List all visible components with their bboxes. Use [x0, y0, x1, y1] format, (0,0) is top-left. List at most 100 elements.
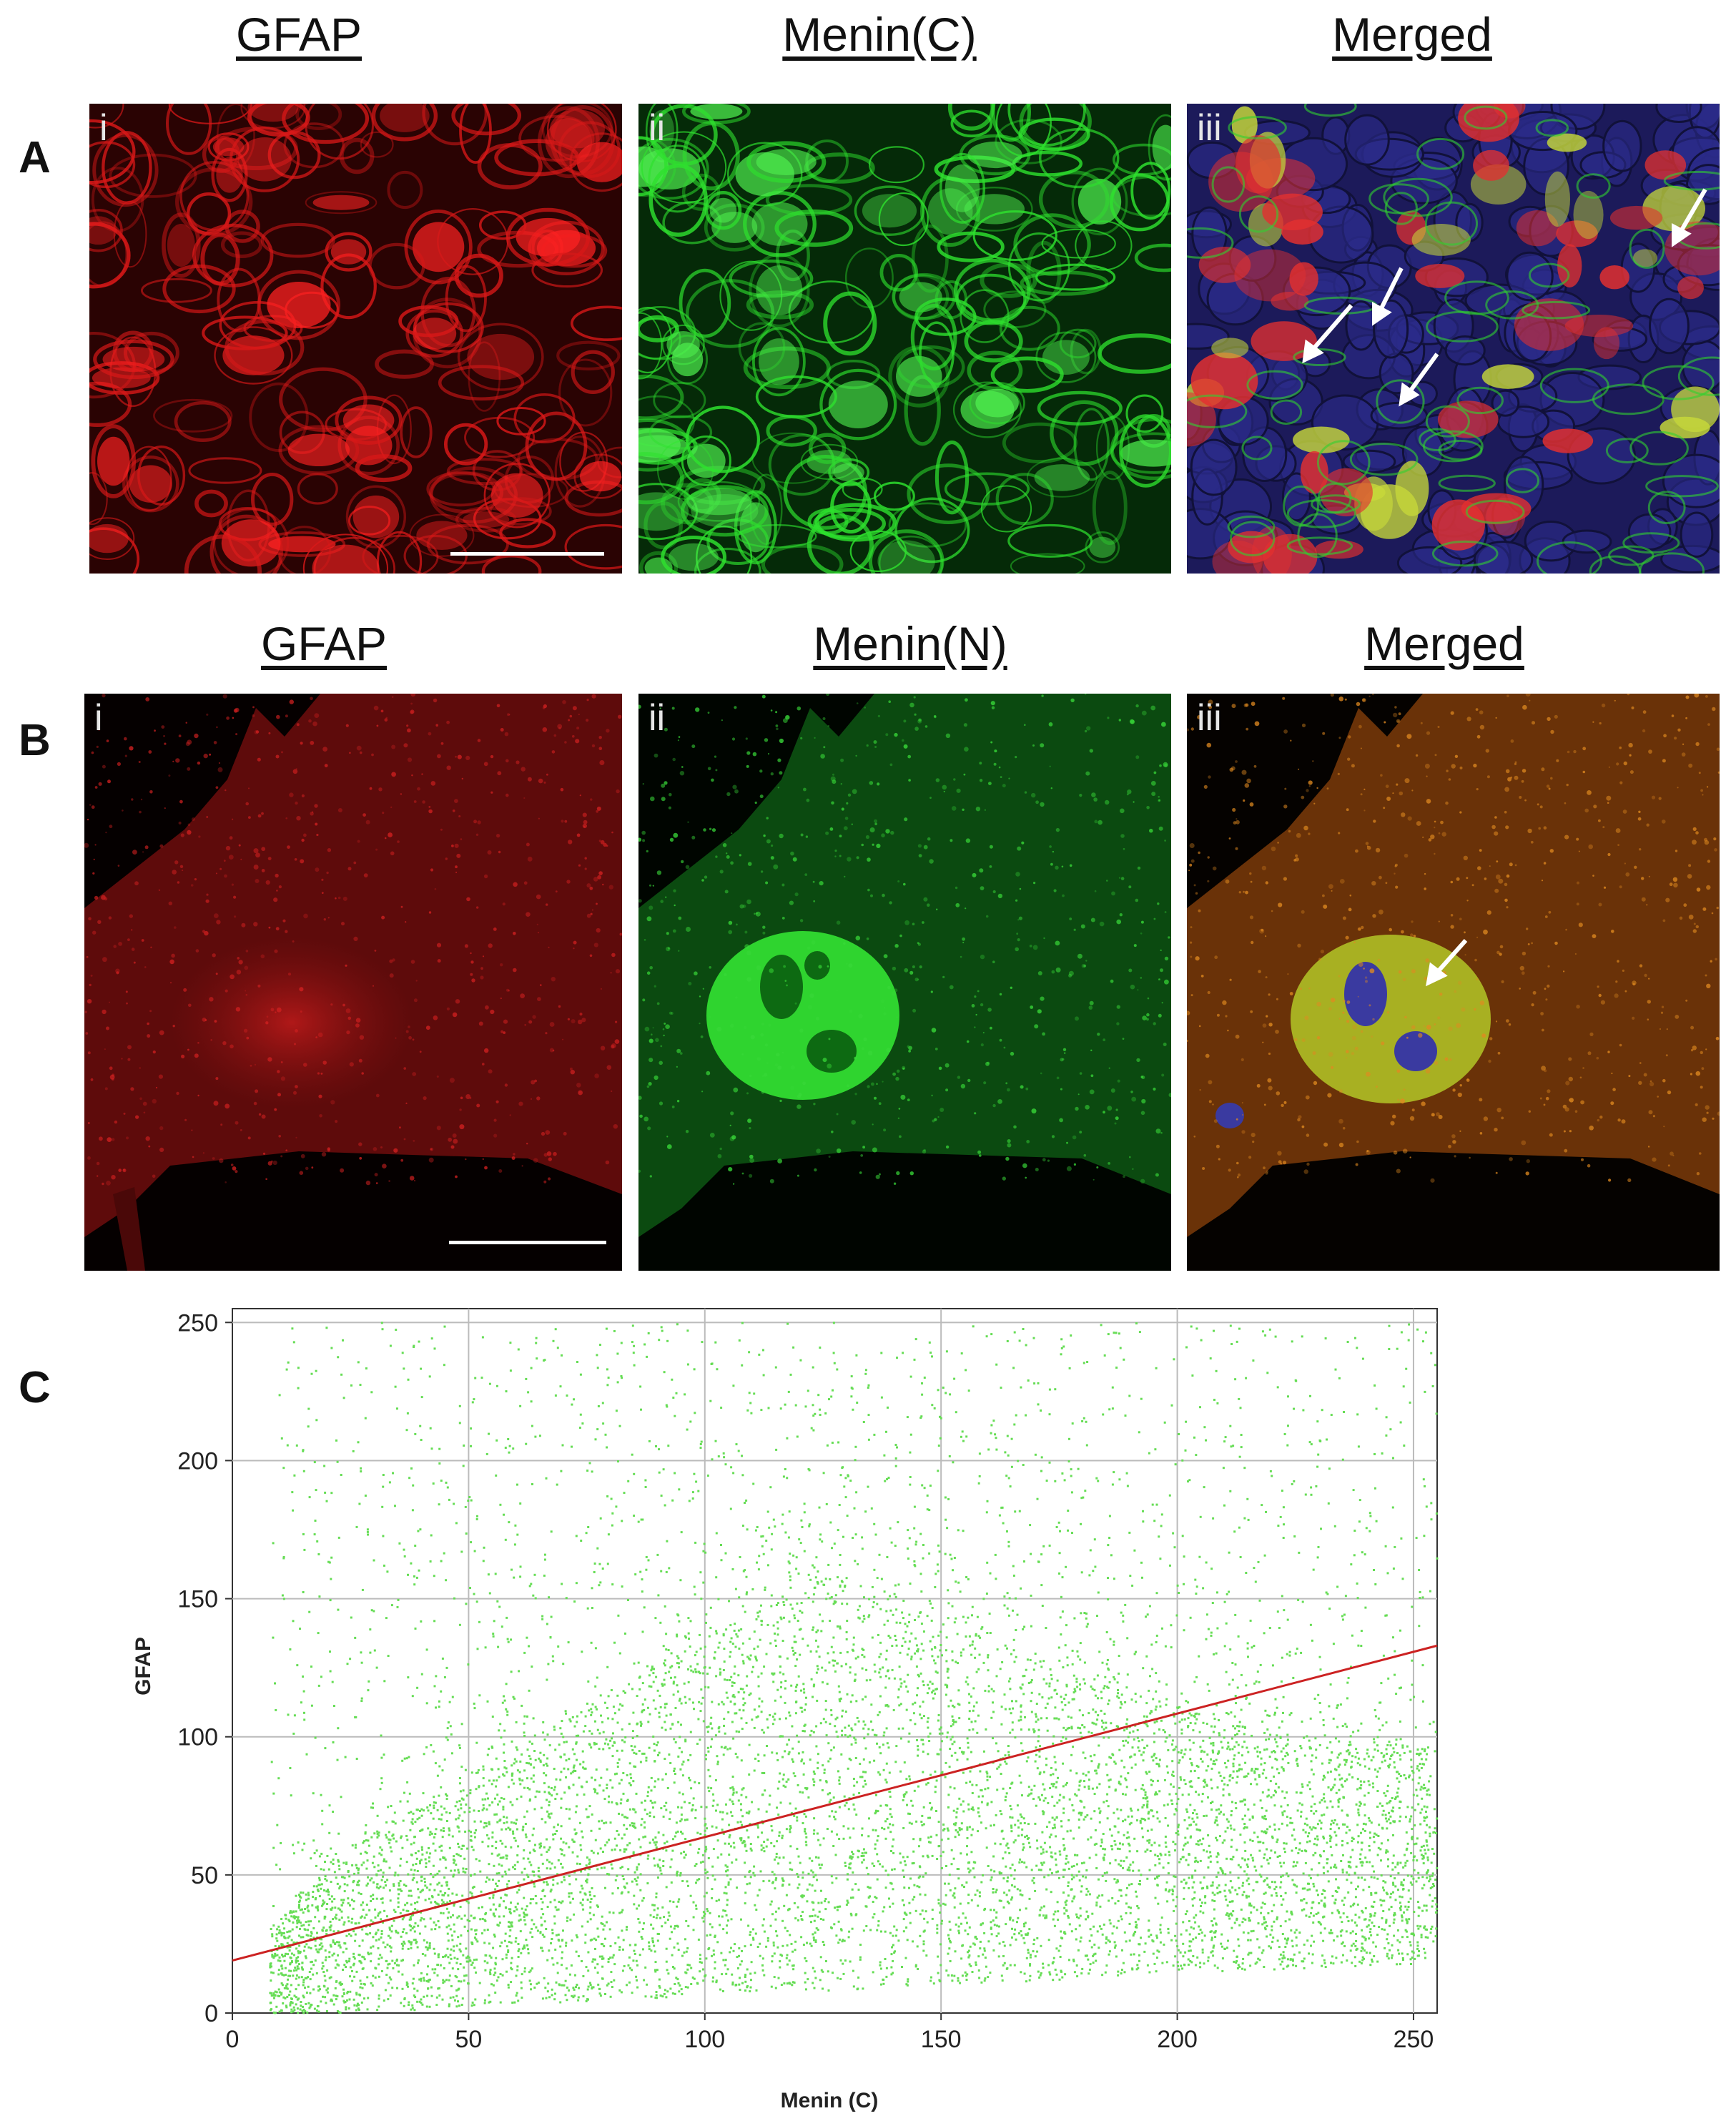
scatter-point [890, 1541, 893, 1544]
scatter-point [832, 1389, 834, 1392]
scatter-point [1160, 1719, 1163, 1722]
scatter-point [842, 1709, 844, 1712]
scatter-point [1207, 1796, 1209, 1798]
scatter-point [989, 1572, 992, 1575]
scatter-point [508, 1451, 511, 1454]
scatter-point [386, 1943, 389, 1946]
scatter-point [1257, 1841, 1260, 1844]
scatter-point [425, 1886, 428, 1889]
scatter-point [1354, 1337, 1356, 1339]
scatter-point [1055, 1786, 1057, 1788]
scatter-point [334, 1916, 337, 1919]
scatter-point [1361, 1946, 1363, 1949]
scatter-point [1356, 1824, 1359, 1826]
scatter-point [300, 2004, 302, 2007]
scatter-point [1029, 1658, 1032, 1661]
arrow-annotations-a [1302, 188, 1707, 407]
scatter-point [393, 1837, 395, 1840]
scatter-point [681, 1774, 684, 1777]
scatter-point [842, 1972, 845, 1975]
scatter-point [275, 1933, 278, 1936]
scatter-point [702, 1550, 705, 1552]
scatter-point [1009, 1916, 1012, 1919]
scatter-point [832, 1972, 834, 1974]
scatter-point [291, 2002, 294, 2004]
scatter-point [1420, 1758, 1423, 1761]
scatter-point [277, 1925, 280, 1928]
scatter-point [774, 1858, 776, 1861]
scatter-point [1381, 1452, 1384, 1455]
scatter-point [543, 1977, 546, 1979]
scatter-point [1251, 1839, 1254, 1842]
scatter-point [453, 1923, 455, 1926]
scatter-point [495, 1872, 498, 1875]
scatter-point [410, 1821, 413, 1824]
scatter-point [607, 1960, 610, 1963]
scatter-point [794, 1807, 797, 1810]
scatter-point [952, 1704, 954, 1707]
scatter-point [1262, 1949, 1265, 1952]
scatter-point [543, 1846, 546, 1849]
scatter-point [1000, 1506, 1003, 1509]
scatter-point [588, 1982, 591, 1984]
scatter-point [1302, 1960, 1305, 1963]
scatter-point [272, 1905, 275, 1907]
scatter-point [974, 1720, 977, 1723]
scatter-point [1187, 1958, 1190, 1961]
scatter-point [1196, 1816, 1199, 1819]
scatter-point [337, 1727, 340, 1730]
scatter-point [890, 1966, 893, 1969]
scatter-point [677, 1721, 680, 1723]
scatter-point [642, 1836, 645, 1839]
scatter-point [462, 1954, 465, 1957]
scatter-point [1148, 1452, 1150, 1455]
scatter-point [824, 1900, 827, 1903]
scatter-point [1126, 1673, 1129, 1676]
scatter-point [1065, 1565, 1067, 1568]
scatter-point [737, 1629, 740, 1632]
scatter-point [1025, 1957, 1028, 1959]
scatter-point [1203, 1896, 1206, 1899]
scatter-point [1247, 1877, 1250, 1880]
scatter-point [633, 1894, 636, 1897]
scatter-point [1363, 1936, 1366, 1939]
scatter-point [508, 1445, 511, 1447]
scatter-point [720, 1853, 723, 1856]
scatter-point [618, 1782, 621, 1785]
scatter-point [300, 1891, 302, 1894]
scatter-point [1148, 1689, 1150, 1692]
scatter-point [698, 1782, 701, 1785]
scatter-point [657, 1865, 660, 1868]
scatter-point [1382, 1756, 1385, 1758]
scatter-point [1263, 1966, 1266, 1968]
scatter-point [763, 1974, 766, 1977]
scatter-point [1430, 1928, 1433, 1930]
scatter-point [908, 1886, 910, 1889]
scatter-point [739, 1963, 741, 1966]
scatter-point [692, 1797, 695, 1800]
scatter-point [927, 1726, 929, 1729]
scatter-point [919, 1713, 922, 1716]
scatter-point [873, 1663, 876, 1666]
scatter-point [1197, 1844, 1200, 1846]
scatter-point [1394, 1650, 1396, 1653]
scatter-point [683, 1951, 686, 1954]
scatter-point [622, 1948, 624, 1951]
scatter-point [817, 1915, 819, 1918]
scatter-point [1368, 1512, 1371, 1515]
scatter-point [1225, 1898, 1228, 1901]
scatter-point [1144, 1942, 1147, 1945]
scatter-point [801, 1711, 804, 1713]
scatter-point [610, 1689, 613, 1691]
scatter-point [424, 1858, 427, 1861]
scatter-point [812, 1366, 814, 1369]
scatter-point [917, 1648, 919, 1650]
scatter-point [1238, 1924, 1241, 1926]
scatter-point [1042, 1811, 1045, 1814]
scatter-point [1220, 1945, 1223, 1948]
scatter-point [1311, 1962, 1313, 1964]
scatter-point [1077, 1819, 1080, 1821]
scatter-point [1040, 1944, 1042, 1947]
scatter-point [779, 1407, 782, 1410]
scatter-point [568, 1895, 571, 1898]
